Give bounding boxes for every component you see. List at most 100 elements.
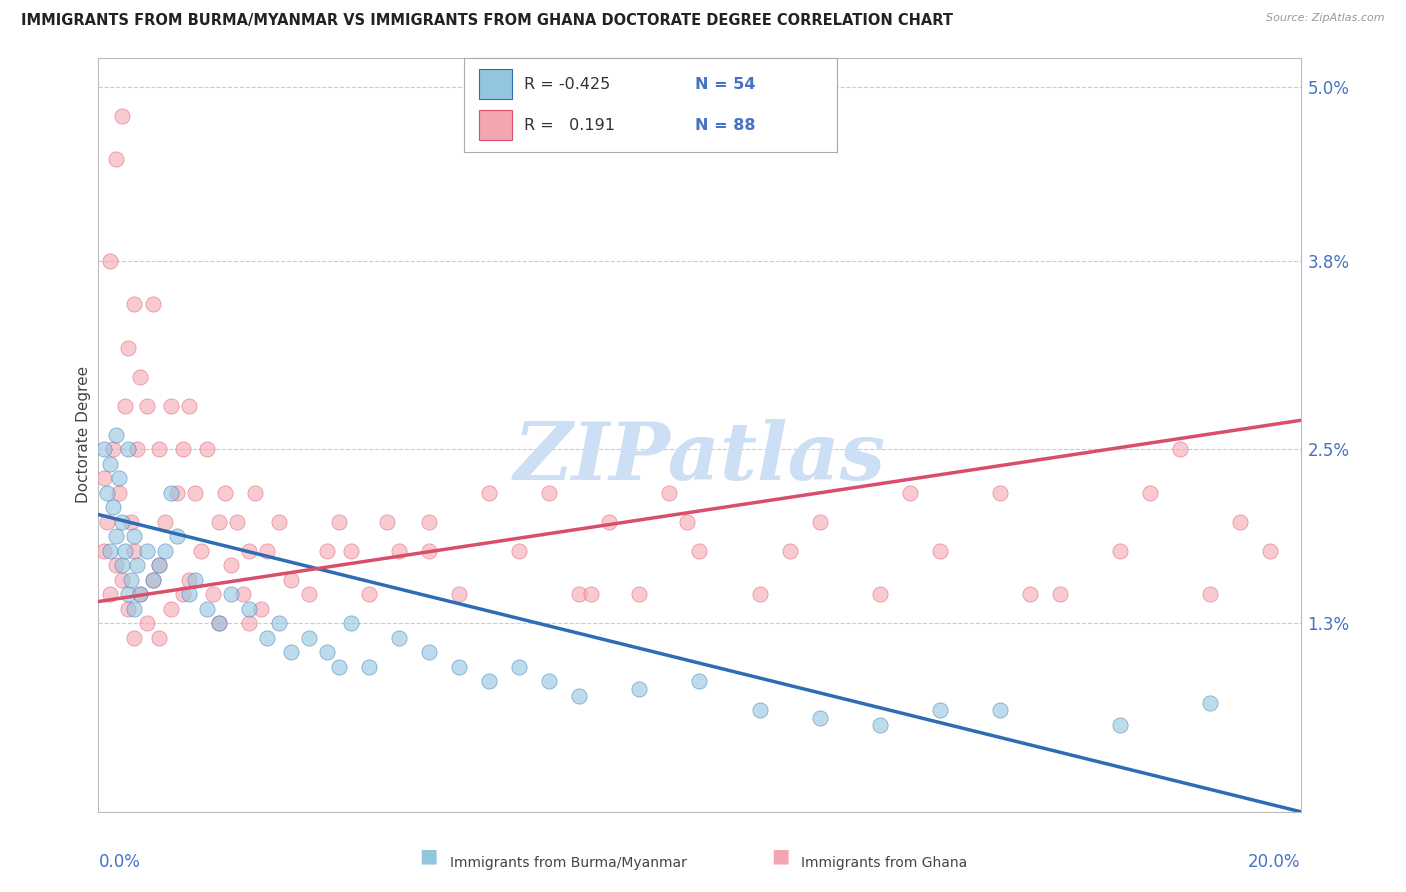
Point xyxy=(108,485,131,500)
Point xyxy=(129,369,152,384)
Point xyxy=(1170,442,1192,457)
Point xyxy=(249,602,271,616)
Point xyxy=(598,515,620,529)
Point xyxy=(111,558,134,573)
Point xyxy=(808,710,831,724)
Point xyxy=(1019,587,1042,601)
Point xyxy=(100,254,122,268)
Point xyxy=(929,703,952,717)
Point xyxy=(141,573,163,587)
Point xyxy=(988,703,1011,717)
Point xyxy=(628,587,651,601)
Point xyxy=(298,587,321,601)
Point xyxy=(208,616,231,631)
Point xyxy=(96,515,118,529)
Y-axis label: Doctorate Degree: Doctorate Degree xyxy=(76,367,91,503)
Point xyxy=(135,616,157,631)
Text: 0.0%: 0.0% xyxy=(98,853,141,871)
Point xyxy=(148,558,170,573)
Point xyxy=(166,485,188,500)
Text: 20.0%: 20.0% xyxy=(1249,853,1301,871)
Text: ■: ■ xyxy=(419,847,439,865)
Point xyxy=(159,399,181,413)
Point xyxy=(581,587,603,601)
Text: Source: ZipAtlas.com: Source: ZipAtlas.com xyxy=(1267,13,1385,23)
Point xyxy=(153,544,176,558)
Point xyxy=(478,674,501,689)
Point xyxy=(111,515,134,529)
Point xyxy=(238,616,260,631)
Point xyxy=(172,587,194,601)
Point xyxy=(124,602,146,616)
Point xyxy=(478,485,501,500)
Point xyxy=(357,587,380,601)
Point xyxy=(105,153,128,167)
Point xyxy=(508,544,530,558)
Point xyxy=(568,587,591,601)
Point xyxy=(1139,485,1161,500)
Point xyxy=(114,544,136,558)
Point xyxy=(315,645,337,659)
Point xyxy=(1199,696,1222,710)
Point xyxy=(127,558,149,573)
Point xyxy=(208,616,231,631)
Point xyxy=(298,631,321,645)
Point xyxy=(658,485,681,500)
Point xyxy=(779,544,801,558)
Point xyxy=(280,645,302,659)
Point xyxy=(447,660,470,674)
Point xyxy=(748,587,770,601)
Text: N = 88: N = 88 xyxy=(695,118,755,133)
Point xyxy=(988,485,1011,500)
Point xyxy=(869,717,891,731)
Point xyxy=(117,442,139,457)
Point xyxy=(105,428,128,442)
Point xyxy=(568,689,591,703)
Point xyxy=(100,544,122,558)
Point xyxy=(166,529,188,543)
Point xyxy=(1229,515,1251,529)
Text: R = -0.425: R = -0.425 xyxy=(523,77,610,92)
Point xyxy=(748,703,770,717)
Point xyxy=(280,573,302,587)
Point xyxy=(808,515,831,529)
Point xyxy=(121,515,143,529)
Point xyxy=(124,529,146,543)
Point xyxy=(117,587,139,601)
Text: Immigrants from Ghana: Immigrants from Ghana xyxy=(801,855,967,870)
Point xyxy=(148,442,170,457)
Point xyxy=(898,485,921,500)
Point xyxy=(111,573,134,587)
Point xyxy=(148,631,170,645)
Point xyxy=(328,660,350,674)
Point xyxy=(177,587,200,601)
Point xyxy=(628,681,651,696)
Point xyxy=(103,500,125,515)
Point xyxy=(201,587,224,601)
Point xyxy=(243,485,266,500)
Point xyxy=(538,485,561,500)
Point xyxy=(214,485,236,500)
Text: ZIPatlas: ZIPatlas xyxy=(513,418,886,496)
Point xyxy=(418,515,440,529)
Text: Immigrants from Burma/Myanmar: Immigrants from Burma/Myanmar xyxy=(450,855,686,870)
Point xyxy=(117,602,139,616)
Point xyxy=(340,616,363,631)
Bar xyxy=(479,111,512,140)
Point xyxy=(108,471,131,485)
Point xyxy=(111,109,134,123)
Point xyxy=(105,558,128,573)
Point xyxy=(105,529,128,543)
Point xyxy=(135,544,157,558)
Point xyxy=(238,602,260,616)
Point xyxy=(238,544,260,558)
Point xyxy=(124,297,146,311)
Point xyxy=(267,515,290,529)
Point xyxy=(328,515,350,529)
Point xyxy=(1260,544,1282,558)
Point xyxy=(177,573,200,587)
Point xyxy=(375,515,398,529)
Point xyxy=(124,544,146,558)
Point xyxy=(219,587,242,601)
Point xyxy=(256,631,278,645)
